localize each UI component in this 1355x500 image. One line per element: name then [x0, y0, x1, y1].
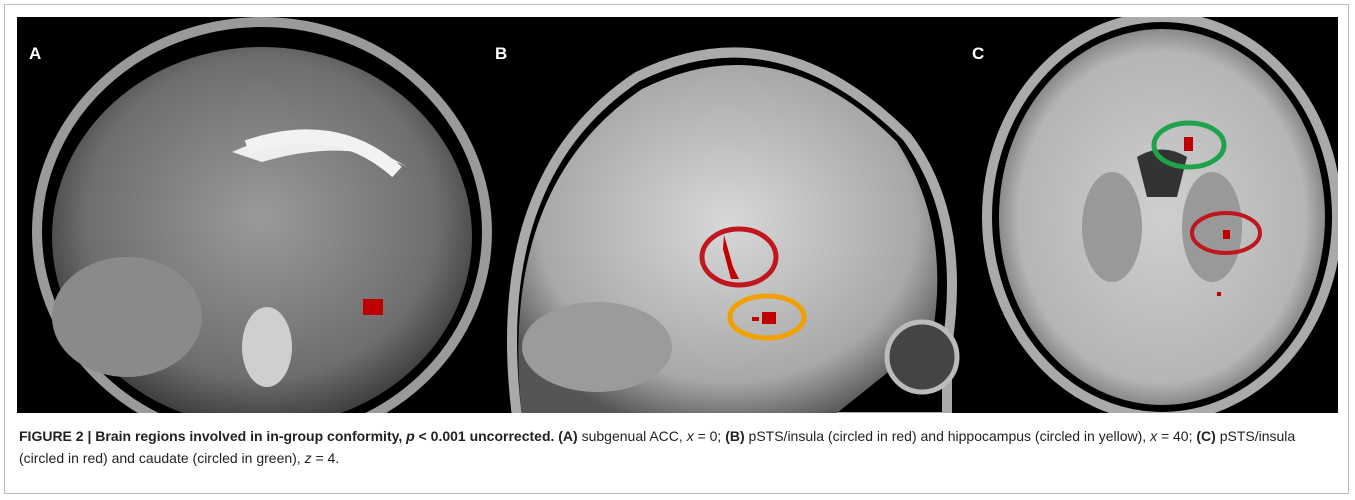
caption-run: subgenual ACC,	[578, 428, 687, 444]
caption-run: z	[305, 450, 312, 466]
caption-run: p	[406, 428, 415, 444]
caption-run: x	[1150, 428, 1157, 444]
panel-label: B	[495, 44, 507, 63]
panel-c-image	[987, 17, 1337, 413]
caption-run: < 0.001 uncorrected. (A)	[415, 428, 578, 444]
caption-run: FIGURE 2 | Brain regions involved in in-…	[19, 428, 406, 444]
caption-run: (B)	[725, 428, 744, 444]
caption-run: = 0;	[694, 428, 726, 444]
caption-run: (C)	[1196, 428, 1215, 444]
caption-run: = 4.	[312, 450, 340, 466]
figure-frame: A B C FIGURE 2 | Brain r	[4, 4, 1349, 494]
panel-label: A	[29, 44, 41, 63]
caption-run: pSTS/insula (circled in red) and hippoca…	[745, 428, 1150, 444]
caption-run: x	[687, 428, 694, 444]
panel-a-image	[37, 22, 487, 413]
figure-images: A B C	[17, 17, 1338, 413]
figure-caption: FIGURE 2 | Brain regions involved in in-…	[19, 425, 1339, 469]
panel-label: C	[972, 44, 984, 63]
caption-run: = 40;	[1157, 428, 1196, 444]
